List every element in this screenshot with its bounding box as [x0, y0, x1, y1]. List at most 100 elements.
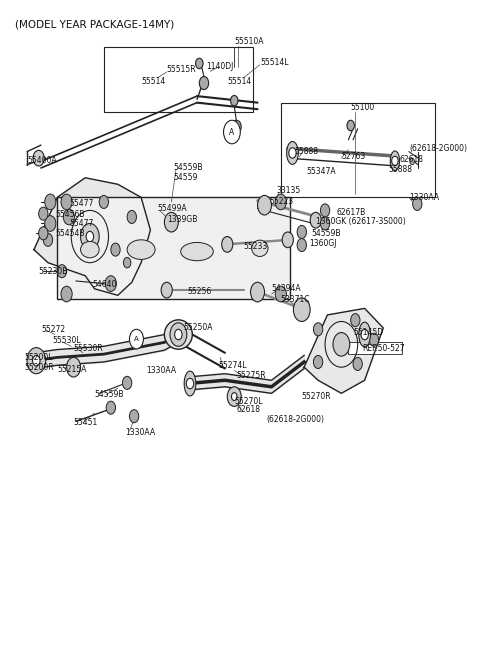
Circle shape: [164, 213, 179, 232]
Circle shape: [61, 286, 72, 302]
Bar: [281, 102, 434, 197]
Circle shape: [33, 356, 40, 366]
Circle shape: [199, 77, 209, 90]
Text: 55230B: 55230B: [39, 267, 68, 276]
Circle shape: [61, 194, 72, 210]
Polygon shape: [34, 178, 150, 295]
Ellipse shape: [180, 243, 213, 260]
Circle shape: [130, 409, 139, 422]
Circle shape: [43, 234, 53, 247]
Ellipse shape: [81, 241, 99, 258]
Text: (62618-2G000): (62618-2G000): [267, 415, 325, 424]
Circle shape: [227, 387, 241, 406]
Circle shape: [123, 257, 131, 268]
Text: 55250A: 55250A: [183, 323, 213, 333]
Circle shape: [195, 58, 203, 69]
Circle shape: [258, 195, 272, 215]
Circle shape: [33, 150, 44, 166]
Text: A: A: [134, 336, 139, 342]
Text: 55451: 55451: [73, 419, 98, 427]
Circle shape: [231, 393, 237, 401]
Circle shape: [347, 120, 354, 131]
Text: 54640: 54640: [92, 279, 117, 289]
Circle shape: [313, 323, 323, 336]
Text: 55270R: 55270R: [302, 392, 331, 401]
Text: 55275R: 55275R: [237, 371, 266, 380]
Text: 55514L: 55514L: [260, 58, 288, 67]
Circle shape: [313, 356, 323, 369]
Text: 62618: 62618: [399, 155, 423, 164]
Text: 1339GB: 1339GB: [167, 215, 197, 224]
Text: 55270L: 55270L: [234, 397, 263, 405]
Text: 55100: 55100: [351, 104, 375, 112]
Circle shape: [297, 239, 306, 251]
Circle shape: [86, 232, 94, 242]
Circle shape: [351, 314, 360, 327]
Bar: [104, 47, 253, 112]
Circle shape: [293, 298, 310, 321]
Text: 55223: 55223: [269, 197, 293, 207]
Circle shape: [275, 194, 287, 210]
Text: (MODEL YEAR PACKAGE-14MY): (MODEL YEAR PACKAGE-14MY): [15, 19, 175, 30]
Circle shape: [127, 211, 136, 224]
Text: 1330AA: 1330AA: [125, 428, 155, 437]
Circle shape: [251, 282, 264, 302]
Ellipse shape: [164, 320, 192, 349]
Text: 55514: 55514: [141, 77, 165, 85]
Text: 1360GJ: 1360GJ: [309, 239, 336, 247]
Circle shape: [39, 207, 48, 220]
Polygon shape: [304, 308, 384, 394]
Text: 55215A: 55215A: [57, 365, 87, 374]
Text: 1330AA: 1330AA: [146, 366, 176, 375]
Circle shape: [410, 158, 415, 165]
Circle shape: [67, 358, 81, 377]
Text: 54559: 54559: [174, 173, 198, 182]
Text: 55477: 55477: [69, 219, 93, 228]
Text: 55274L: 55274L: [218, 361, 246, 371]
Circle shape: [289, 148, 296, 158]
Circle shape: [57, 264, 67, 277]
Text: 1360GK (62617-3S000): 1360GK (62617-3S000): [316, 217, 406, 226]
Text: 55200R: 55200R: [24, 363, 54, 372]
Text: 1330AA: 1330AA: [409, 193, 439, 202]
Text: 55510A: 55510A: [234, 37, 264, 47]
Text: 55530L: 55530L: [53, 336, 81, 345]
Text: 54559B: 54559B: [95, 390, 124, 399]
Circle shape: [130, 329, 144, 349]
Circle shape: [45, 216, 56, 232]
Text: 55499A: 55499A: [157, 204, 187, 213]
Text: 54394A: 54394A: [272, 284, 301, 293]
Circle shape: [321, 217, 330, 230]
Circle shape: [63, 209, 74, 225]
Text: A: A: [229, 127, 235, 136]
Circle shape: [122, 377, 132, 390]
Text: REF.50-527: REF.50-527: [362, 344, 405, 354]
Circle shape: [175, 329, 182, 340]
Ellipse shape: [252, 240, 268, 256]
Circle shape: [27, 348, 46, 374]
Text: 54559B: 54559B: [174, 163, 203, 173]
Text: 55233: 55233: [243, 242, 268, 251]
Ellipse shape: [390, 151, 399, 171]
Circle shape: [310, 213, 321, 228]
Text: 55515R: 55515R: [167, 66, 196, 75]
Text: 55400A: 55400A: [27, 155, 57, 165]
Ellipse shape: [184, 371, 196, 396]
Bar: [57, 197, 290, 298]
Circle shape: [99, 195, 108, 209]
Text: (62618-2G000): (62618-2G000): [409, 144, 467, 153]
Circle shape: [111, 243, 120, 256]
Circle shape: [353, 358, 362, 371]
Text: 55347A: 55347A: [306, 167, 336, 176]
Circle shape: [413, 197, 422, 211]
Text: 1140DJ: 1140DJ: [206, 62, 234, 72]
Ellipse shape: [127, 240, 155, 259]
Circle shape: [224, 120, 240, 144]
Circle shape: [275, 286, 287, 302]
Circle shape: [45, 194, 56, 210]
Circle shape: [369, 333, 379, 346]
Text: 55456B: 55456B: [55, 211, 84, 220]
Circle shape: [186, 379, 194, 389]
Text: 55200L: 55200L: [24, 353, 53, 362]
Circle shape: [333, 333, 350, 356]
